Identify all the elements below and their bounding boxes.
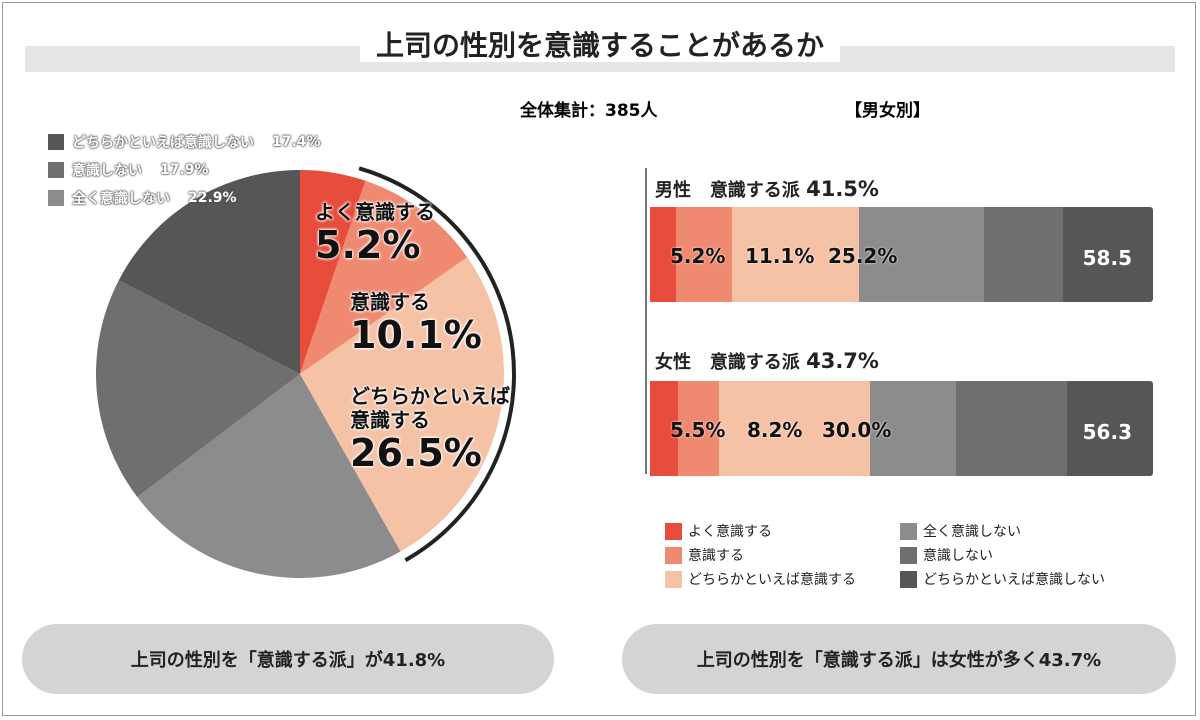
pie-legend-none: 全く意識しない 22.9% xyxy=(48,188,237,208)
legend-label: 意識しない xyxy=(923,548,993,564)
bar-segment-5 xyxy=(1063,207,1153,302)
bar-male xyxy=(650,207,1153,302)
not-aware-total: 56.3 xyxy=(1082,420,1132,444)
pie-legend-not: 意識しない 17.9% xyxy=(48,160,209,180)
bar-segment-5 xyxy=(1066,381,1153,476)
slice-name: どちらかといえば xyxy=(350,384,510,408)
bar-label: 8.2% xyxy=(747,418,803,442)
sex-label: 女性 xyxy=(655,352,691,373)
bar-legend-item: 意識しない xyxy=(900,545,993,565)
bar-label: 5.5% xyxy=(670,418,726,442)
bar-segment-1 xyxy=(677,381,719,476)
bar-label: 30.0% xyxy=(822,418,892,442)
pie-slice-2 xyxy=(300,257,504,552)
pie-slice-3 xyxy=(137,374,401,578)
legend-pct: 17.4% xyxy=(272,134,321,150)
legend-swatch xyxy=(665,522,682,540)
row-title-male: 男性 意識する派 41.5% xyxy=(655,176,879,202)
slice-value: 5.2% xyxy=(315,223,421,267)
bar-female xyxy=(650,381,1153,476)
slice-name: 意識する xyxy=(350,408,430,432)
aware-pct: 43.7% xyxy=(806,349,879,373)
bar-legend-item: どちらかといえば意識する xyxy=(665,569,856,589)
pie-slice-4 xyxy=(95,280,300,497)
legend-swatch xyxy=(900,570,917,588)
bar-segment-2 xyxy=(731,207,859,302)
bar-segment-4 xyxy=(983,207,1064,302)
bar-segment-0 xyxy=(650,207,677,302)
pie-label-very: よく意識する 5.2% xyxy=(315,200,435,266)
legend-label: 全く意識しない xyxy=(923,524,1021,540)
legend-swatch xyxy=(665,546,682,564)
pie-slice-1 xyxy=(300,180,468,374)
bar-segment-3 xyxy=(858,207,984,302)
pie-label-somewhat: どちらかといえば 意識する 26.5% xyxy=(350,384,510,474)
aware-group-arc xyxy=(358,166,516,562)
summary-right: 上司の性別を「意識する派」は女性が多く43.7% xyxy=(622,624,1176,694)
bar-axis-line xyxy=(645,168,647,474)
aware-label: 意識する派 xyxy=(709,180,800,201)
legend-swatch xyxy=(48,134,64,150)
slice-value: 26.5% xyxy=(350,431,482,475)
legend-label: 意識しない xyxy=(72,163,142,179)
pie-legend-rather-not: どちらかといえば意識しない 17.4% xyxy=(48,132,321,152)
legend-swatch xyxy=(48,190,64,206)
bar-label: 11.1% xyxy=(745,244,815,268)
sex-label: 男性 xyxy=(655,180,691,201)
by-sex-heading: 【男女別】 xyxy=(845,101,930,121)
legend-swatch xyxy=(665,570,682,588)
bar-segment-4 xyxy=(956,381,1067,476)
bar-segment-1 xyxy=(676,207,732,302)
pie-slice-5 xyxy=(118,170,301,374)
summary-left: 上司の性別を「意識する派」が41.8% xyxy=(22,624,554,694)
bar-legend-item: 全く意識しない xyxy=(900,521,1021,541)
aware-label: 意識する派 xyxy=(709,352,800,373)
bar-legend-item: どちらかといえば意識しない xyxy=(900,569,1105,589)
slice-name: 意識する xyxy=(350,290,430,314)
aware-pct: 41.5% xyxy=(806,177,879,201)
legend-label: どちらかといえば意識しない xyxy=(923,572,1105,588)
row-title-female: 女性 意識する派 43.7% xyxy=(655,348,879,374)
slice-value: 10.1% xyxy=(350,313,482,357)
legend-label: どちらかといえば意識しない xyxy=(72,135,254,151)
legend-swatch xyxy=(900,546,917,564)
bar-segment-0 xyxy=(650,381,678,476)
legend-label: 全く意識しない xyxy=(72,191,170,207)
legend-swatch xyxy=(48,162,64,178)
title-text: 上司の性別を意識することがあるか xyxy=(359,29,840,62)
bar-legend-item: 意識する xyxy=(665,545,744,565)
legend-label: よく意識する xyxy=(688,524,772,540)
pie-slice-0 xyxy=(300,170,366,374)
not-aware-total: 58.5 xyxy=(1082,246,1132,270)
legend-label: 意識する xyxy=(688,548,744,564)
legend-label: どちらかといえば意識する xyxy=(688,572,856,588)
legend-pct: 17.9% xyxy=(160,162,209,178)
bar-legend-item: よく意識する xyxy=(665,521,772,541)
total-count: 全体集計：385人 xyxy=(520,101,658,121)
bar-segment-2 xyxy=(718,381,870,476)
slice-name: よく意識する xyxy=(315,200,435,224)
legend-swatch xyxy=(900,522,917,540)
bar-segment-3 xyxy=(869,381,957,476)
legend-pct: 22.9% xyxy=(188,190,237,206)
bar-label: 25.2% xyxy=(828,244,898,268)
pie-label-aware: 意識する 10.1% xyxy=(350,290,482,356)
chart-title: 上司の性別を意識することがあるか xyxy=(0,24,1200,64)
bar-label: 5.2% xyxy=(670,244,726,268)
